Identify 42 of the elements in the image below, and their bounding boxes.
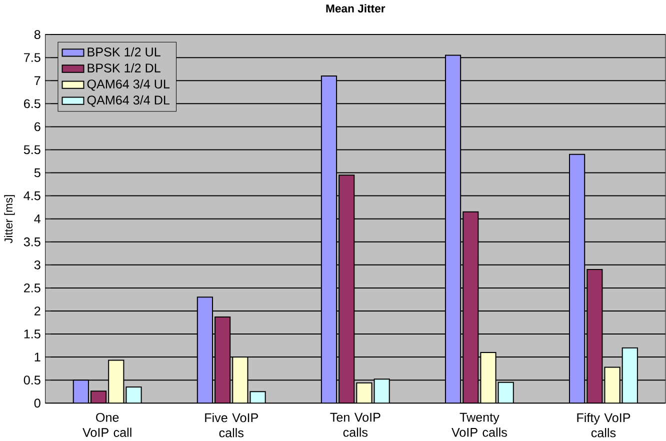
x-tick-label: One VoIP call: [82, 412, 132, 437]
bar: [108, 360, 124, 403]
y-tick-label: 6.5: [24, 98, 40, 108]
bar: [444, 54, 462, 403]
bar: [232, 356, 248, 403]
legend-label: QAM64 3/4 DL: [87, 95, 170, 107]
x-tick-label: Fifty VoIP calls: [577, 412, 630, 438]
y-axis-title: Jitter [ms]: [4, 194, 15, 243]
x-tick-label: Five VoIP calls: [205, 412, 258, 438]
legend-label: BPSK 1/2 UL: [88, 46, 160, 56]
y-tick-label: 7: [34, 76, 40, 85]
y-tick-label: 0.5: [24, 375, 40, 384]
y-tick-label: 7.5: [24, 52, 40, 62]
y-tick-label: 2: [34, 306, 40, 316]
bar: [569, 154, 586, 403]
bar: [196, 296, 214, 403]
x-tick-label: Twenty VoIP calls: [452, 412, 507, 437]
y-tick-label: 3.5: [24, 237, 40, 246]
y-tick-label: 1: [34, 352, 40, 362]
y-tick-label: 3: [34, 260, 40, 270]
bar: [214, 316, 231, 403]
y-tick-label: 8: [34, 30, 40, 39]
y-tick-label: 6: [34, 122, 40, 131]
y-tick-label: 4.5: [24, 191, 40, 200]
bar: [356, 382, 372, 403]
legend-label: QAM64 3/4 UL: [87, 79, 170, 91]
x-tick-label: Ten VoIP calls: [330, 412, 380, 437]
bar: [338, 174, 355, 403]
y-tick-label: 5: [34, 168, 40, 177]
bar: [462, 211, 479, 403]
bar: [622, 347, 638, 403]
bar: [604, 366, 620, 403]
y-tick-label: 2.5: [24, 283, 40, 292]
y-tick-label: 0: [34, 398, 40, 408]
bar: [320, 75, 338, 403]
legend-label: BPSK 1/2 DL: [88, 63, 160, 72]
bar: [586, 268, 603, 403]
y-tick-label: 4: [34, 214, 41, 223]
bar: [480, 352, 496, 403]
y-tick-label: 5.5: [24, 145, 40, 154]
chart-title: Mean Jitter: [326, 4, 386, 12]
y-tick-label: 1.5: [24, 329, 40, 338]
